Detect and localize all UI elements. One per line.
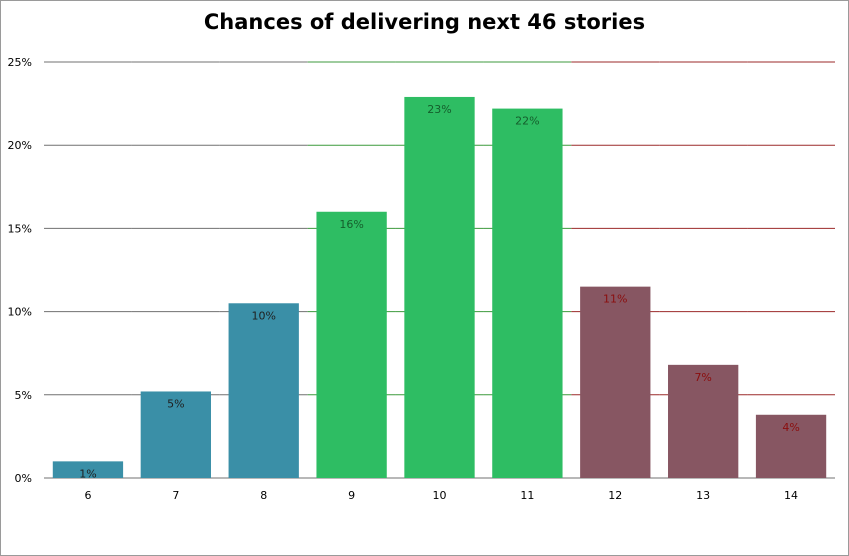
bar-7 <box>140 391 211 478</box>
x-tick-label-10: 10 <box>433 489 447 502</box>
y-tick-label: 15% <box>8 222 32 235</box>
y-tick-label: 25% <box>8 56 32 69</box>
data-label-11: 22% <box>515 115 539 128</box>
bar-9 <box>316 211 387 478</box>
bar-10 <box>404 96 475 478</box>
y-tick-label: 5% <box>15 389 32 402</box>
chart-title: Chances of delivering next 46 stories <box>203 10 646 34</box>
x-tick-label-7: 7 <box>172 489 179 502</box>
bar-6 <box>52 461 124 478</box>
bar-8 <box>228 303 299 478</box>
data-label-13: 7% <box>694 371 711 384</box>
bar-11 <box>492 108 563 478</box>
y-tick-label: 20% <box>8 139 32 152</box>
data-label-12: 11% <box>603 293 627 306</box>
x-tick-label-12: 12 <box>608 489 622 502</box>
data-label-8: 10% <box>251 309 275 322</box>
y-tick-label: 10% <box>8 306 32 319</box>
bar-13 <box>668 364 739 478</box>
x-tick-label-9: 9 <box>348 489 355 502</box>
bar-14 <box>755 414 827 478</box>
x-tick-label-13: 13 <box>696 489 710 502</box>
data-label-7: 5% <box>167 397 184 410</box>
x-tick-label-11: 11 <box>520 489 534 502</box>
data-label-14: 4% <box>782 421 799 434</box>
y-tick-label: 0% <box>15 472 32 485</box>
data-label-10: 23% <box>427 103 451 116</box>
x-tick-label-8: 8 <box>260 489 267 502</box>
x-tick-label-6: 6 <box>84 489 91 502</box>
data-label-9: 16% <box>339 218 363 231</box>
bar-12 <box>580 286 651 478</box>
x-tick-label-14: 14 <box>784 489 798 502</box>
data-label-6: 1% <box>79 467 96 480</box>
